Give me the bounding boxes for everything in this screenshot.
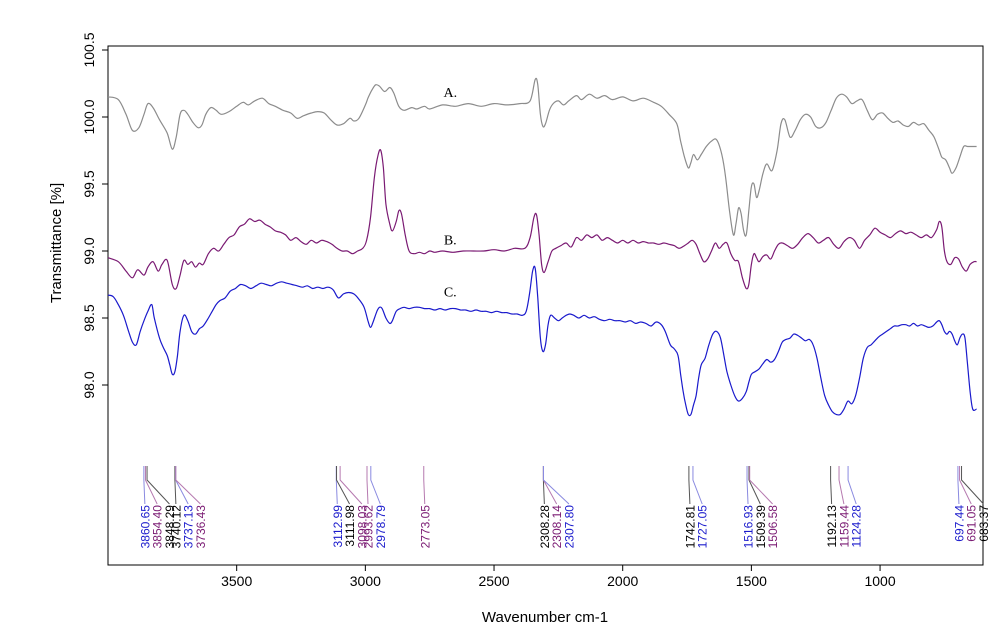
y-tick-label: 100.5 [81, 32, 97, 67]
peak-label: 3736.43 [194, 505, 208, 549]
peak-leader-line [957, 466, 960, 505]
peak-label: 3098.03 [355, 505, 369, 549]
peak-leader-line [146, 466, 170, 505]
plot-frame [107, 45, 984, 566]
x-tick-label: 1500 [736, 573, 767, 589]
peak-leader-line [339, 466, 363, 505]
y-axis-title: Transmittance [%] [48, 183, 65, 303]
peak-leader-line [542, 466, 558, 505]
peak-label: 3111.98 [343, 505, 357, 547]
series-line-2 [107, 148, 977, 290]
peak-label: 3737.13 [182, 505, 196, 549]
peak-leader-line [838, 466, 845, 505]
peak-leader-line [692, 466, 703, 505]
x-tick-label: 3000 [350, 573, 381, 589]
y-tick-label: 100.0 [81, 99, 97, 134]
peak-leader-line [959, 466, 972, 505]
peak-leader-line [175, 466, 189, 505]
peak-label: 1159.44 [837, 505, 851, 548]
peak-leader-line [748, 466, 761, 505]
y-axis: 98.0 98.5 99.0 99.5 100.0 100.5 [81, 32, 108, 399]
peak-label: 1192.13 [825, 505, 839, 548]
x-tick-label: 2000 [607, 573, 638, 589]
peak-leader-line [174, 466, 177, 505]
peak-leader-line [847, 466, 857, 505]
peak-leader-line [830, 466, 833, 505]
y-tick-label: 98.0 [81, 371, 97, 398]
spectrum-series [107, 77, 977, 417]
y-tick-label: 99.5 [81, 170, 97, 197]
peak-leader-line [144, 466, 158, 505]
series-line-1 [107, 77, 977, 237]
peak-label: 3860.65 [138, 505, 152, 549]
peak-label: 2978.79 [374, 505, 388, 549]
y-tick-label: 99.0 [81, 237, 97, 264]
x-tick-label: 1000 [864, 573, 895, 589]
peak-leader-line [143, 466, 146, 505]
peak-leader-line [175, 466, 201, 505]
peak-label: 3740.12 [169, 505, 183, 549]
peak-leader-line [746, 466, 749, 505]
peak-label: 2308.28 [538, 505, 552, 549]
peak-label: 683.37 [977, 505, 991, 542]
peak-label: 1506.58 [766, 505, 780, 549]
peak-annotations: 3860.653854.403848.293740.123737.133736.… [138, 466, 991, 548]
peak-leader-line [336, 466, 351, 505]
peak-label: 2307.80 [563, 505, 577, 549]
peak-leader-line [366, 466, 369, 505]
peak-leader-line [749, 466, 773, 505]
peak-label: 1124.28 [850, 505, 864, 548]
y-tick-label: 98.5 [81, 304, 97, 331]
peak-leader-line [961, 466, 984, 505]
series-label-3: C. [444, 286, 457, 301]
series-line-3 [107, 265, 977, 417]
peak-label: 2993.62 [362, 505, 376, 549]
curve-labels: A. B. C. [443, 86, 457, 301]
peak-label: 691.05 [965, 505, 979, 542]
peak-label: 1516.93 [742, 505, 756, 549]
x-axis: 3500 3000 2500 2000 1500 1000 [221, 565, 896, 589]
series-label-2: B. [444, 233, 457, 248]
peak-leader-line [688, 466, 691, 505]
x-axis-title: Wavenumber cm-1 [482, 609, 608, 626]
x-tick-label: 2500 [478, 573, 509, 589]
peak-label: 1509.39 [754, 505, 768, 549]
peak-label: 697.44 [952, 505, 966, 542]
peak-label: 1727.05 [696, 505, 710, 549]
peak-label: 3112.99 [331, 505, 345, 548]
peak-label: 3854.40 [151, 505, 165, 549]
peak-label: 3848.29 [163, 505, 177, 549]
peak-leader-line [542, 466, 570, 505]
peak-label: 1742.81 [683, 505, 697, 549]
peak-leader-line [370, 466, 381, 505]
peak-label: 2308.14 [550, 505, 564, 549]
peak-label: 2773.05 [418, 505, 432, 549]
x-tick-label: 3500 [221, 573, 252, 589]
peak-leader-line [423, 466, 426, 505]
series-label-1: A. [443, 86, 457, 101]
